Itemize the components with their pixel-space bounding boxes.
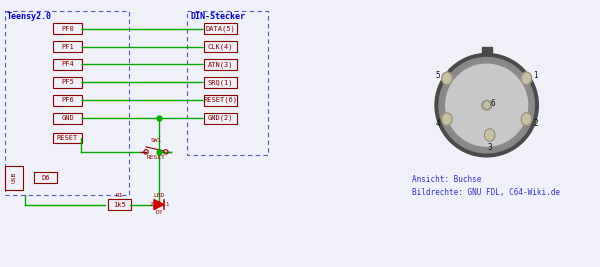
- Polygon shape: [154, 199, 164, 210]
- Text: SW1: SW1: [151, 138, 161, 143]
- Text: 3: 3: [487, 143, 492, 152]
- Text: D6: D6: [41, 175, 50, 181]
- Text: PF0: PF0: [61, 26, 74, 32]
- Text: ATN(3): ATN(3): [208, 61, 233, 68]
- Text: PF4: PF4: [61, 61, 74, 68]
- Ellipse shape: [484, 129, 495, 141]
- Circle shape: [439, 57, 535, 153]
- Text: RESET: RESET: [57, 135, 78, 141]
- Text: 6: 6: [490, 99, 495, 108]
- Text: USB: USB: [11, 172, 16, 183]
- Ellipse shape: [442, 72, 452, 85]
- Text: 1: 1: [165, 202, 169, 206]
- Text: RESET: RESET: [146, 155, 166, 160]
- Circle shape: [482, 100, 491, 110]
- Ellipse shape: [521, 72, 532, 85]
- Text: Teensy2.0: Teensy2.0: [7, 12, 52, 21]
- Ellipse shape: [442, 113, 452, 125]
- Ellipse shape: [521, 113, 532, 125]
- Text: DIN-Stecker: DIN-Stecker: [191, 12, 246, 21]
- Text: CLK(4): CLK(4): [208, 43, 233, 50]
- Text: Ansicht: Buchse: Ansicht: Buchse: [412, 175, 482, 184]
- Text: D?: D?: [155, 210, 163, 215]
- Text: GND: GND: [61, 115, 74, 121]
- Text: PF5: PF5: [61, 79, 74, 85]
- Text: RESET(6): RESET(6): [203, 97, 238, 104]
- Text: PF1: PF1: [61, 44, 74, 50]
- Circle shape: [444, 62, 529, 148]
- Text: GND(2): GND(2): [208, 115, 233, 121]
- Text: 1: 1: [533, 71, 538, 80]
- Text: 4: 4: [436, 119, 440, 128]
- Text: 2: 2: [149, 202, 152, 206]
- Text: 5: 5: [436, 71, 440, 80]
- Text: SRQ(1): SRQ(1): [208, 79, 233, 86]
- Text: Bildrechte: GNU FDL, C64-Wiki.de: Bildrechte: GNU FDL, C64-Wiki.de: [412, 188, 560, 197]
- Text: LED: LED: [153, 193, 164, 198]
- Text: 1k5: 1k5: [113, 202, 125, 207]
- Circle shape: [435, 54, 538, 157]
- Text: R1: R1: [115, 193, 123, 198]
- Text: PF6: PF6: [61, 97, 74, 103]
- Ellipse shape: [483, 101, 490, 110]
- Text: DATA(5): DATA(5): [206, 25, 235, 32]
- Text: 2: 2: [533, 119, 538, 128]
- Bar: [482, 46, 491, 57]
